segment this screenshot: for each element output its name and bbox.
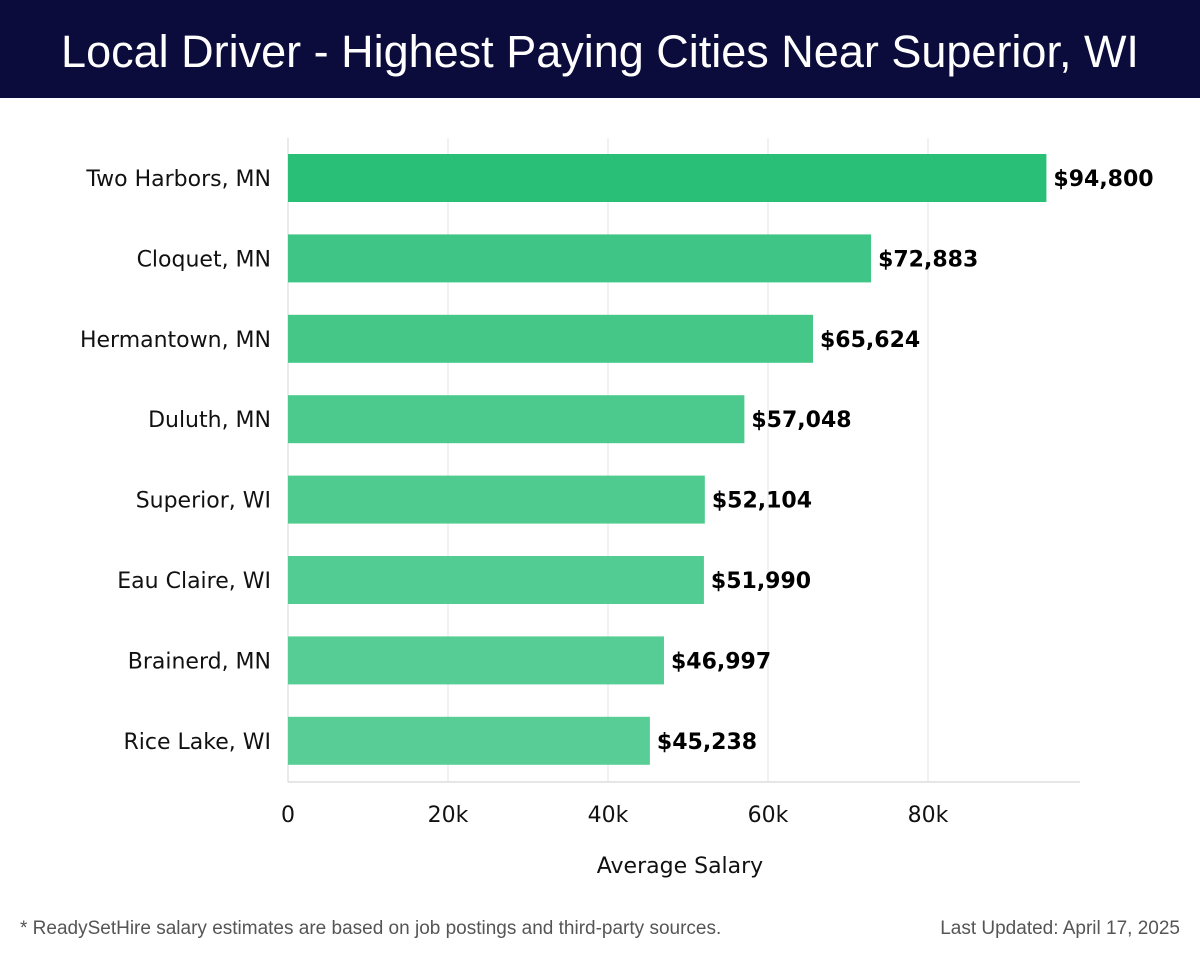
data-label: $72,883 bbox=[878, 247, 978, 272]
bar bbox=[288, 636, 664, 685]
data-label: $52,104 bbox=[712, 489, 812, 514]
category-label: Eau Claire, WI bbox=[117, 569, 271, 594]
data-label: $94,800 bbox=[1053, 167, 1153, 192]
category-label: Superior, WI bbox=[136, 489, 271, 514]
data-label: $57,048 bbox=[751, 408, 851, 433]
category-label: Hermantown, MN bbox=[80, 328, 271, 353]
salary-bar-chart: Two Harbors, MN $94,800 Cloquet, MN $72,883… bbox=[80, 138, 1154, 879]
bar bbox=[288, 716, 650, 765]
bar bbox=[288, 475, 705, 524]
x-tick-label: 40k bbox=[588, 803, 629, 828]
x-tick-label: 0 bbox=[281, 803, 295, 828]
footer-note: * ReadySetHire salary estimates are base… bbox=[20, 918, 722, 939]
data-label: $65,624 bbox=[820, 328, 920, 353]
bar bbox=[288, 314, 813, 363]
chart-title: Local Driver - Highest Paying Cities Nea… bbox=[61, 26, 1139, 77]
bar bbox=[288, 556, 704, 604]
bar bbox=[288, 154, 1047, 202]
x-axis-title: Average Salary bbox=[597, 854, 763, 879]
category-label: Duluth, MN bbox=[148, 408, 271, 433]
data-label: $45,238 bbox=[657, 730, 757, 755]
bar bbox=[288, 395, 745, 444]
x-tick-label: 60k bbox=[748, 803, 789, 828]
data-label: $51,990 bbox=[711, 569, 811, 594]
data-label: $46,997 bbox=[671, 649, 771, 674]
category-label: Two Harbors, MN bbox=[85, 167, 271, 192]
last-updated: Last Updated: April 17, 2025 bbox=[940, 918, 1180, 939]
x-tick-label: 80k bbox=[908, 803, 949, 828]
x-tick-label: 20k bbox=[428, 803, 469, 828]
category-label: Cloquet, MN bbox=[137, 247, 271, 272]
category-label: Rice Lake, WI bbox=[124, 730, 271, 755]
title-bar: Local Driver - Highest Paying Cities Nea… bbox=[0, 0, 1200, 98]
category-label: Brainerd, MN bbox=[128, 649, 271, 674]
bar bbox=[288, 234, 872, 283]
